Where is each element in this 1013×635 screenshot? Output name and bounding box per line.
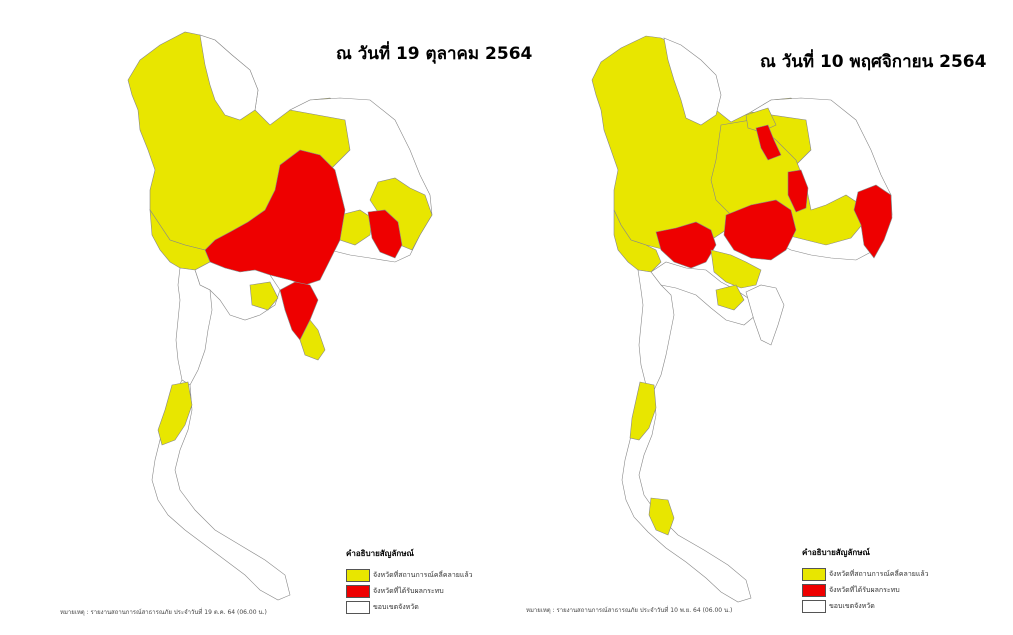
- east-red-area: [367, 209, 403, 259]
- red-province-north: [755, 124, 782, 161]
- source-note: หมายเหตุ : รายงานสถานการณ์สาธารณภัย ประจ…: [60, 609, 267, 616]
- legend-title: คำอธิบายสัญลักษณ์: [346, 549, 414, 558]
- red-province-east: [853, 184, 893, 259]
- south-yellow: [157, 381, 193, 446]
- legend-label: จังหวัดที่ได้รับผลกระทบ: [829, 585, 900, 594]
- south-yellow-lower: [648, 497, 675, 536]
- legend-swatch-red: [802, 583, 826, 597]
- north-white-provinces: [663, 37, 722, 126]
- south-peninsula: [151, 379, 291, 601]
- map-legend: คำอธิบายสัญลักษณ์ จังหวัดที่สถานการณ์คลี…: [346, 547, 473, 616]
- eastern-coast-yellow: [299, 319, 326, 361]
- legend-label: จังหวัดที่สถานการณ์คลี่คลายแล้ว: [829, 569, 929, 578]
- legend-label: ขอบเขตจังหวัด: [829, 601, 875, 610]
- west-yellow: [613, 209, 662, 273]
- legend-label: ขอบเขตจังหวัด: [373, 602, 419, 611]
- south-yellow-upper: [629, 381, 657, 441]
- map-panel-november: ณ วันที่ 10 พฤศจิกายน 2564 คำอธิบายสัญลั…: [506, 0, 1012, 635]
- south-peninsula: [621, 384, 752, 603]
- legend-item-boundary: ขอบเขตจังหวัด: [802, 599, 929, 613]
- legend-title: คำอธิบายสัญลักษณ์: [802, 548, 870, 557]
- central-yellow-patch: [249, 281, 279, 311]
- legend-label: จังหวัดที่ได้รับผลกระทบ: [373, 586, 444, 595]
- map-legend: คำอธิบายสัญลักษณ์ จังหวัดที่สถานการณ์คลี…: [802, 546, 929, 615]
- thailand-map-october: [127, 31, 433, 601]
- eastern-coast: [745, 284, 785, 346]
- red-province-center-east: [787, 169, 809, 213]
- thailand-map-november: [591, 35, 893, 603]
- west-strip: [175, 267, 213, 386]
- legend-item-affected: จังหวัดที่ได้รับผลกระทบ: [802, 583, 929, 597]
- legend-item-affected: จังหวัดที่ได้รับผลกระทบ: [346, 584, 473, 598]
- north-white-provinces: [199, 34, 259, 121]
- legend-label: จังหวัดที่สถานการณ์คลี่คลายแล้ว: [373, 570, 473, 579]
- red-province-central: [723, 199, 797, 261]
- map-title: ณ วันที่ 19 ตุลาคม 2564: [336, 44, 533, 64]
- red-province-west: [655, 221, 717, 269]
- legend-item-resolved: จังหวัดที่สถานการณ์คลี่คลายแล้ว: [346, 568, 473, 582]
- source-note: หมายเหตุ : รายงานสถานการณ์สาธารณภัย ประจ…: [526, 607, 733, 614]
- map-title: ณ วันที่ 10 พฤศจิกายน 2564: [760, 52, 987, 72]
- legend-swatch-yellow: [346, 568, 370, 582]
- legend-swatch-red: [346, 584, 370, 598]
- legend-swatch-white: [802, 599, 826, 613]
- west-strip: [637, 269, 675, 391]
- map-panel-october: ณ วันที่ 19 ตุลาคม 2564 คำอธิบายสัญลักษณ…: [0, 0, 532, 635]
- central-yellow: [710, 249, 762, 289]
- legend-swatch-white: [346, 600, 370, 614]
- east-yellow-patch: [715, 284, 745, 311]
- legend-swatch-yellow: [802, 567, 826, 581]
- legend-item-boundary: ขอบเขตจังหวัด: [346, 600, 473, 614]
- legend-item-resolved: จังหวัดที่สถานการณ์คลี่คลายแล้ว: [802, 567, 929, 581]
